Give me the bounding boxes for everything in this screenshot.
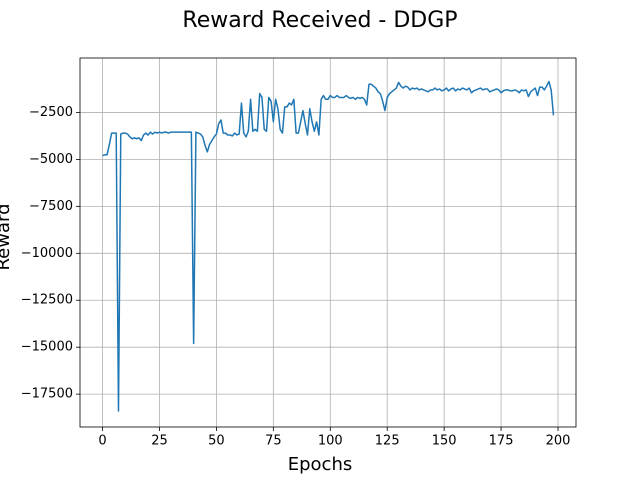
x-tick-label: 100 <box>318 434 343 449</box>
y-tick-label: −10000 <box>21 246 73 261</box>
y-tick-label: −5000 <box>29 152 73 167</box>
x-tick-label: 0 <box>98 434 106 449</box>
chart-title: Reward Received - DDGP <box>182 8 457 33</box>
y-tick-label: −15000 <box>21 340 73 355</box>
x-tick-label: 50 <box>208 434 225 449</box>
data-line <box>102 80 555 412</box>
x-tick-label: 25 <box>151 434 168 449</box>
y-tick-label: −12500 <box>21 293 73 308</box>
y-tick-label: −17500 <box>21 387 73 402</box>
plot-frame <box>79 57 577 428</box>
x-tick-label: 175 <box>489 434 514 449</box>
x-axis-label: Epochs <box>288 454 353 475</box>
x-tick-label: 150 <box>432 434 457 449</box>
x-tick-label: 200 <box>546 434 571 449</box>
y-tick-label: −7500 <box>29 199 73 214</box>
x-tick-label: 125 <box>375 434 400 449</box>
y-tick-label: −2500 <box>29 105 73 120</box>
x-tick-label: 75 <box>265 434 282 449</box>
y-axis-label: Reward <box>0 203 14 270</box>
